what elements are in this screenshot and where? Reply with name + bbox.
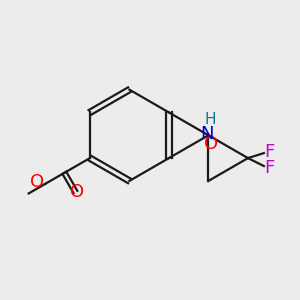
Text: O: O — [30, 173, 44, 191]
Text: O: O — [70, 183, 84, 201]
Text: F: F — [264, 159, 274, 177]
Text: H: H — [204, 112, 216, 128]
Text: O: O — [204, 134, 218, 152]
Text: F: F — [264, 142, 274, 160]
Text: N: N — [200, 125, 214, 143]
